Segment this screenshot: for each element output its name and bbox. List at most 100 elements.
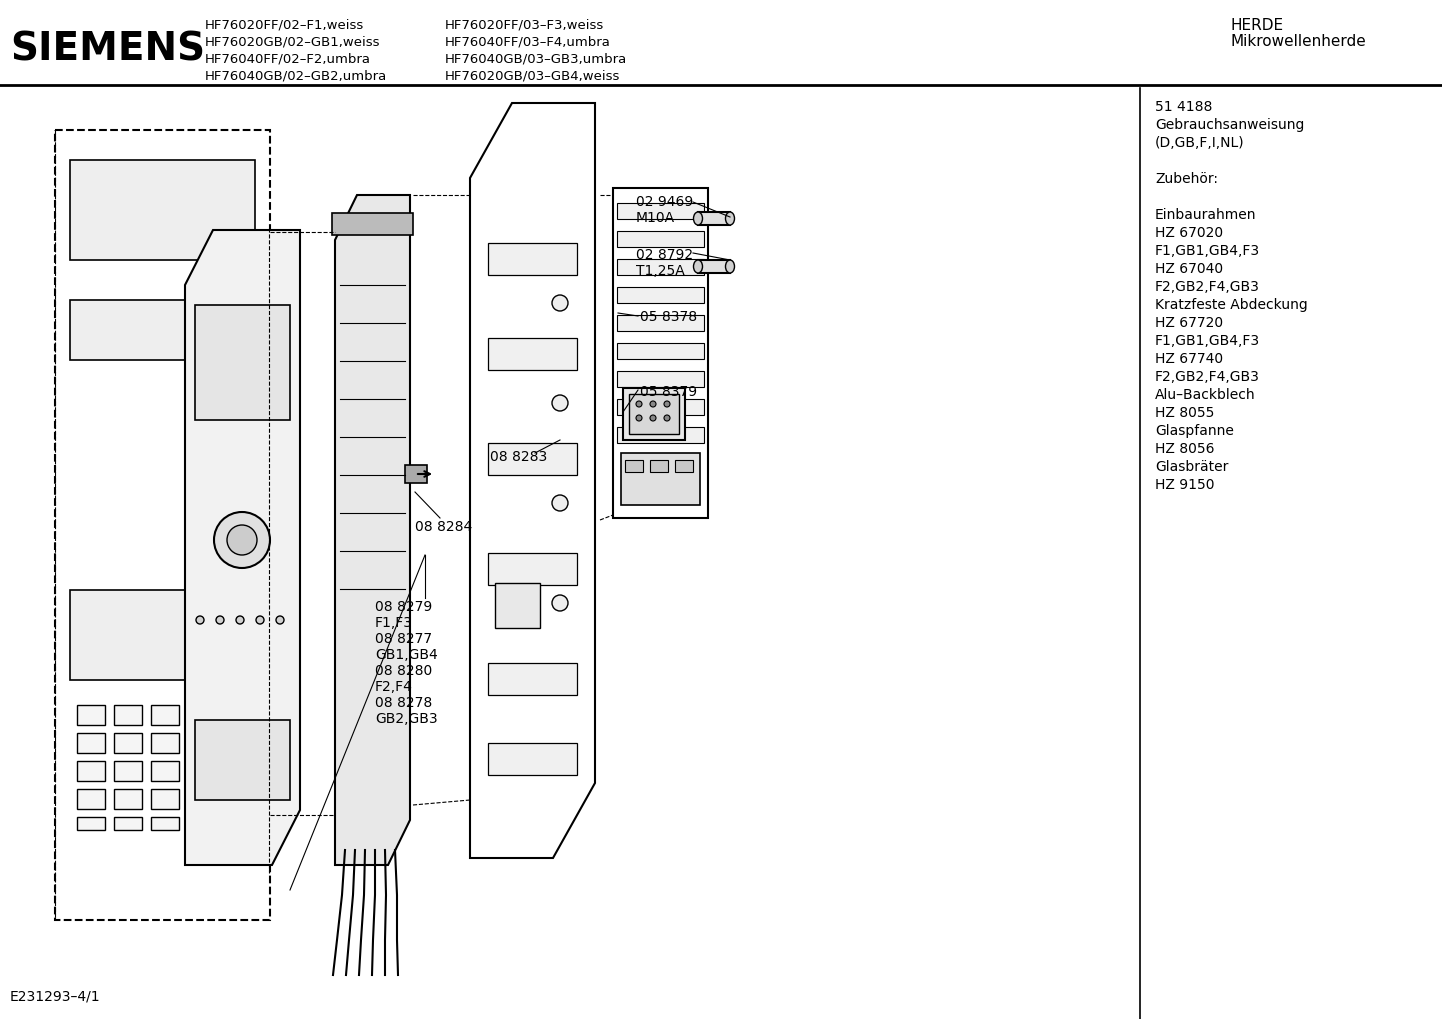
- Text: HZ 67040: HZ 67040: [1155, 262, 1223, 276]
- Text: HZ 8055: HZ 8055: [1155, 406, 1214, 420]
- Ellipse shape: [725, 212, 734, 225]
- Bar: [617, 259, 704, 275]
- Bar: [495, 583, 539, 628]
- Bar: [650, 460, 668, 472]
- Text: Kratzfeste Abdeckung: Kratzfeste Abdeckung: [1155, 298, 1308, 312]
- Ellipse shape: [725, 260, 734, 273]
- Bar: [629, 394, 679, 434]
- Ellipse shape: [694, 212, 702, 225]
- Bar: [613, 187, 708, 518]
- Text: F2,GB2,F4,GB3: F2,GB2,F4,GB3: [1155, 370, 1260, 384]
- Text: HF76040GB/03–GB3,umbra: HF76040GB/03–GB3,umbra: [446, 52, 627, 65]
- Text: HF76020FF/02–F1,weiss: HF76020FF/02–F1,weiss: [205, 18, 365, 31]
- Text: HF76020GB/02–GB1,weiss: HF76020GB/02–GB1,weiss: [205, 35, 381, 48]
- Text: HF76040FF/03–F4,umbra: HF76040FF/03–F4,umbra: [446, 35, 611, 48]
- Text: 02 9469: 02 9469: [636, 195, 694, 209]
- Circle shape: [226, 525, 257, 555]
- Bar: [405, 465, 427, 483]
- Circle shape: [552, 495, 568, 511]
- Text: Mikrowellenherde: Mikrowellenherde: [1230, 34, 1366, 49]
- Bar: [617, 203, 704, 219]
- Text: Glaspfanne: Glaspfanne: [1155, 424, 1234, 438]
- Text: HF76040FF/02–F2,umbra: HF76040FF/02–F2,umbra: [205, 52, 371, 65]
- Text: 08 8277: 08 8277: [375, 632, 433, 646]
- Text: Einbaurahmen: Einbaurahmen: [1155, 208, 1256, 222]
- Text: 02 8792: 02 8792: [636, 248, 694, 262]
- Bar: [623, 388, 685, 440]
- Text: 08 8283: 08 8283: [490, 450, 548, 464]
- Bar: [71, 160, 255, 260]
- Circle shape: [552, 294, 568, 311]
- Text: T1,25A: T1,25A: [636, 264, 685, 278]
- Circle shape: [636, 415, 642, 421]
- Text: HF76040GB/02–GB2,umbra: HF76040GB/02–GB2,umbra: [205, 69, 388, 82]
- Text: HF76020FF/03–F3,weiss: HF76020FF/03–F3,weiss: [446, 18, 604, 31]
- Polygon shape: [185, 230, 300, 865]
- Bar: [487, 338, 577, 370]
- Bar: [487, 663, 577, 695]
- Text: F1,GB1,GB4,F3: F1,GB1,GB4,F3: [1155, 334, 1260, 348]
- Bar: [114, 817, 141, 830]
- Bar: [617, 343, 704, 359]
- Circle shape: [552, 595, 568, 611]
- Text: M10A: M10A: [636, 211, 675, 225]
- Text: 05 8379: 05 8379: [640, 385, 696, 399]
- Bar: [617, 231, 704, 247]
- Bar: [71, 590, 255, 680]
- Bar: [114, 761, 141, 781]
- Bar: [114, 733, 141, 753]
- Text: Zubehör:: Zubehör:: [1155, 172, 1218, 186]
- Bar: [675, 460, 694, 472]
- Bar: [617, 399, 704, 415]
- Text: F1,GB1,GB4,F3: F1,GB1,GB4,F3: [1155, 244, 1260, 258]
- Bar: [617, 315, 704, 331]
- Bar: [617, 371, 704, 387]
- Bar: [151, 705, 179, 725]
- Bar: [114, 705, 141, 725]
- Text: HF76020GB/03–GB4,weiss: HF76020GB/03–GB4,weiss: [446, 69, 620, 82]
- Text: 08 8279: 08 8279: [375, 600, 433, 614]
- Text: Gebrauchsanweisung: Gebrauchsanweisung: [1155, 118, 1305, 132]
- Text: E231293–4/1: E231293–4/1: [10, 990, 101, 1004]
- Text: HZ 9150: HZ 9150: [1155, 478, 1214, 492]
- Bar: [487, 743, 577, 775]
- Bar: [151, 761, 179, 781]
- Bar: [76, 817, 105, 830]
- Circle shape: [257, 616, 264, 624]
- Bar: [71, 300, 255, 360]
- Bar: [76, 733, 105, 753]
- Bar: [151, 733, 179, 753]
- Text: HZ 67740: HZ 67740: [1155, 352, 1223, 366]
- Bar: [76, 761, 105, 781]
- Text: HZ 8056: HZ 8056: [1155, 442, 1214, 455]
- Circle shape: [216, 616, 224, 624]
- Bar: [76, 789, 105, 809]
- Bar: [151, 789, 179, 809]
- Circle shape: [213, 512, 270, 568]
- Text: F2,GB2,F4,GB3: F2,GB2,F4,GB3: [1155, 280, 1260, 294]
- Text: SIEMENS: SIEMENS: [10, 30, 205, 68]
- Bar: [622, 453, 699, 505]
- Text: 05 8378: 05 8378: [640, 310, 696, 324]
- Polygon shape: [335, 195, 410, 865]
- Bar: [332, 213, 412, 235]
- Circle shape: [636, 401, 642, 407]
- Bar: [698, 212, 730, 225]
- Bar: [55, 130, 270, 920]
- Bar: [76, 705, 105, 725]
- Polygon shape: [470, 103, 596, 858]
- Text: 08 8284: 08 8284: [415, 520, 472, 534]
- Circle shape: [650, 415, 656, 421]
- Bar: [195, 305, 290, 420]
- Text: 08 8278: 08 8278: [375, 696, 433, 710]
- Text: GB1,GB4: GB1,GB4: [375, 648, 438, 662]
- Text: Alu–Backblech: Alu–Backblech: [1155, 388, 1256, 403]
- Circle shape: [650, 401, 656, 407]
- Bar: [487, 553, 577, 585]
- Bar: [195, 720, 290, 800]
- Bar: [114, 789, 141, 809]
- Bar: [487, 443, 577, 475]
- Circle shape: [196, 616, 203, 624]
- Text: GB2,GB3: GB2,GB3: [375, 712, 437, 726]
- Text: (D,GB,F,I,NL): (D,GB,F,I,NL): [1155, 136, 1244, 150]
